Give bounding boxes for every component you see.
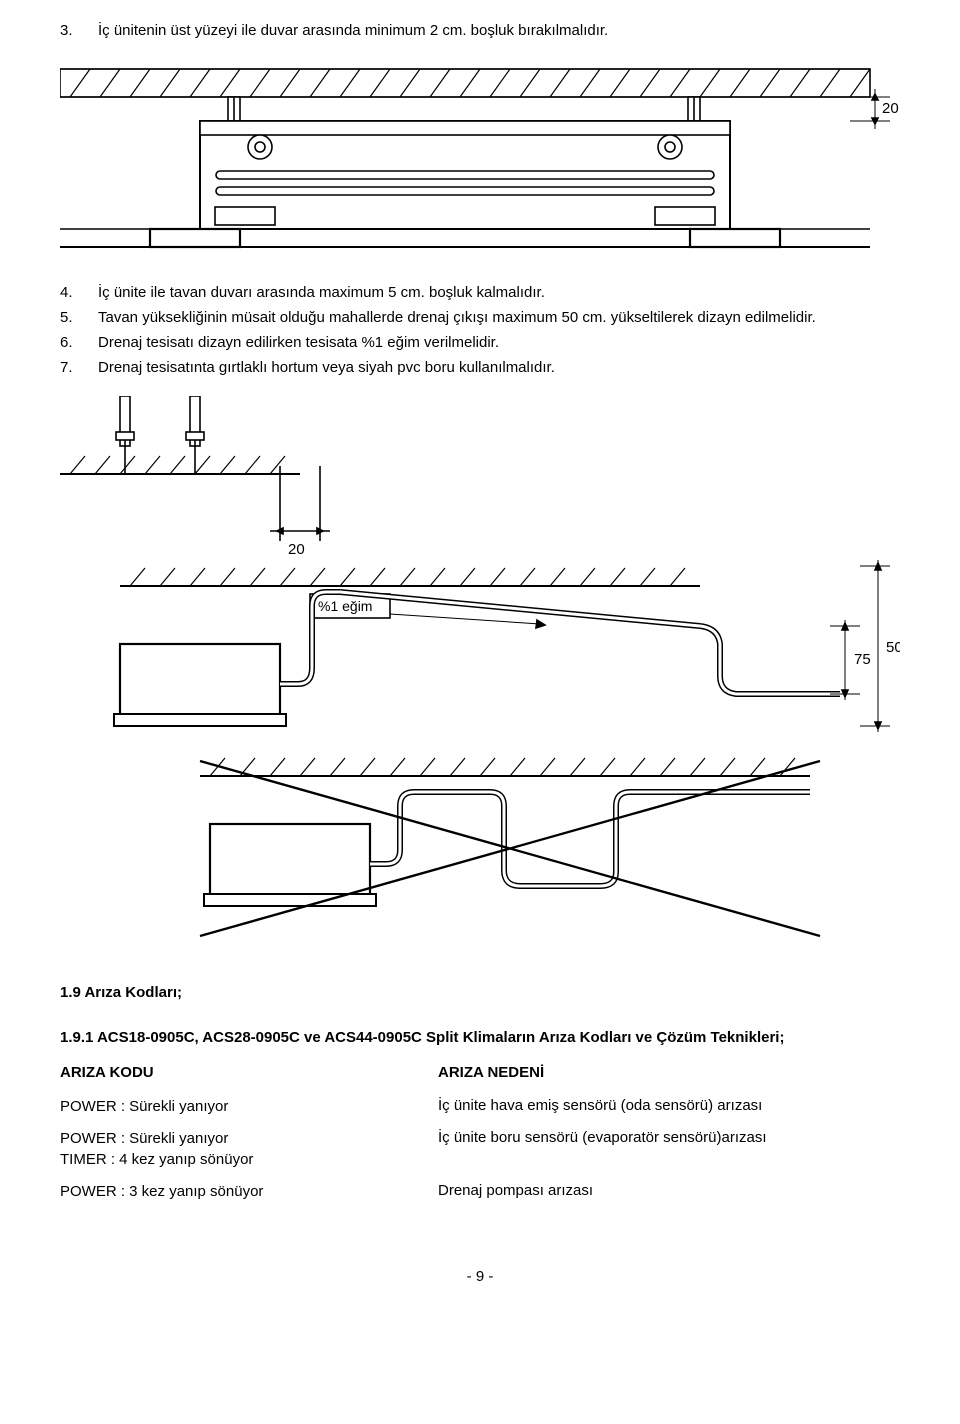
section-heading-codes: 1.9 Arıza Kodları; — [60, 984, 900, 1001]
svg-text:75: 75 — [854, 651, 871, 668]
svg-text:%1 eğim: %1 eğim — [318, 598, 372, 614]
table-header-left: ARIZA KODU — [60, 1058, 438, 1091]
list-number: 4. — [60, 282, 80, 303]
svg-text:20: 20 — [288, 541, 305, 558]
list-number: 6. — [60, 332, 80, 353]
fault-reason: Drenaj pompası arızası — [438, 1176, 900, 1208]
list-item: 3. İç ünitenin üst yüzeyi ile duvar aras… — [60, 20, 900, 41]
section-heading-sub: 1.9.1 ACS18-0905C, ACS28-0905C ve ACS44-… — [60, 1029, 900, 1046]
diagram-unit-ceiling-gap: 20 — [60, 59, 900, 254]
diagram-drain-layout: 20 %1 eğim — [60, 396, 900, 956]
list-text: Drenaj tesisatı dizayn edilirken tesisat… — [98, 332, 900, 353]
list-text: İç ünite ile tavan duvarı arasında maxim… — [98, 282, 900, 303]
list-text: Drenaj tesisatınta gırtlaklı hortum veya… — [98, 357, 900, 378]
table-row: POWER : 3 kez yanıp sönüyor Drenaj pompa… — [60, 1176, 900, 1208]
list-number: 7. — [60, 357, 80, 378]
list-number: 3. — [60, 20, 80, 41]
fault-code: POWER : Sürekli yanıyor — [60, 1097, 438, 1117]
fault-code: POWER : Sürekli yanıyor — [60, 1129, 438, 1149]
list-text: İç ünitenin üst yüzeyi ile duvar arasınd… — [98, 20, 900, 41]
page-number: - 9 - — [60, 1268, 900, 1285]
table-header-right: ARIZA NEDENİ — [438, 1058, 900, 1091]
fault-code: TIMER : 4 kez yanıp sönüyor — [60, 1150, 438, 1170]
list-item: 6. Drenaj tesisatı dizayn edilirken tesi… — [60, 332, 900, 353]
fault-code: POWER : 3 kez yanıp sönüyor — [60, 1182, 438, 1202]
svg-text:20: 20 — [882, 100, 899, 117]
list-text: Tavan yüksekliğinin müsait olduğu mahall… — [98, 307, 900, 328]
table-row: POWER : Sürekli yanıyor TIMER : 4 kez ya… — [60, 1123, 900, 1176]
list-number: 5. — [60, 307, 80, 328]
table-row: POWER : Sürekli yanıyor İç ünite hava em… — [60, 1091, 900, 1123]
svg-text:500: 500 — [886, 639, 900, 656]
fault-code-table: ARIZA KODU ARIZA NEDENİ POWER : Sürekli … — [60, 1058, 900, 1208]
list-item: 7. Drenaj tesisatınta gırtlaklı hortum v… — [60, 357, 900, 378]
list-item: 5. Tavan yüksekliğinin müsait olduğu mah… — [60, 307, 900, 328]
list-item: 4. İç ünite ile tavan duvarı arasında ma… — [60, 282, 900, 303]
fault-reason: İç ünite hava emiş sensörü (oda sensörü)… — [438, 1091, 900, 1123]
fault-reason: İç ünite boru sensörü (evaporatör sensör… — [438, 1123, 900, 1176]
